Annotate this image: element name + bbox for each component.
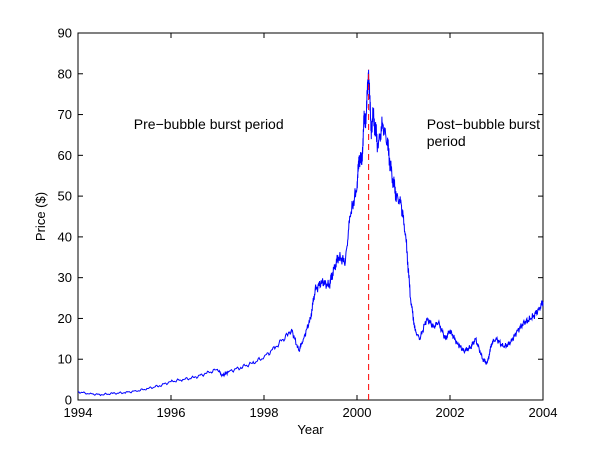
x-tick-label: 2002	[436, 405, 465, 420]
x-tick-label: 1994	[64, 405, 93, 420]
x-tick-label: 1998	[250, 405, 279, 420]
y-tick-label: 30	[58, 270, 72, 285]
y-tick-label: 50	[58, 189, 72, 204]
x-tick-label: 2000	[343, 405, 372, 420]
y-tick-label: 0	[65, 393, 72, 408]
y-axis-label: Price ($)	[33, 192, 48, 241]
y-tick-label: 70	[58, 107, 72, 122]
y-tick-label: 10	[58, 352, 72, 367]
y-tick-label: 90	[58, 26, 72, 41]
y-tick-label: 40	[58, 229, 72, 244]
x-tick-label: 1996	[157, 405, 186, 420]
y-tick-label: 80	[58, 66, 72, 81]
axis-ticks: 1994 1996 1998 2000 2002 2004 0 10 20 30 40 50 60 70 8…	[58, 26, 558, 421]
series-layer	[77, 69, 544, 400]
y-tick-label: 60	[58, 148, 72, 163]
plot-area	[77, 32, 544, 401]
annotation-layer: Pre−bubble burst period Post−bubble burst…	[134, 116, 540, 149]
y-tick-label: 20	[58, 311, 72, 326]
price-series-line	[77, 69, 544, 397]
x-axis-label: Year	[297, 422, 324, 437]
annotation-text: Post−bubble burst	[427, 116, 540, 132]
x-tick-label: 2004	[529, 405, 558, 420]
annotation-text: Pre−bubble burst period	[134, 116, 284, 132]
annotation-text: period	[427, 133, 466, 149]
